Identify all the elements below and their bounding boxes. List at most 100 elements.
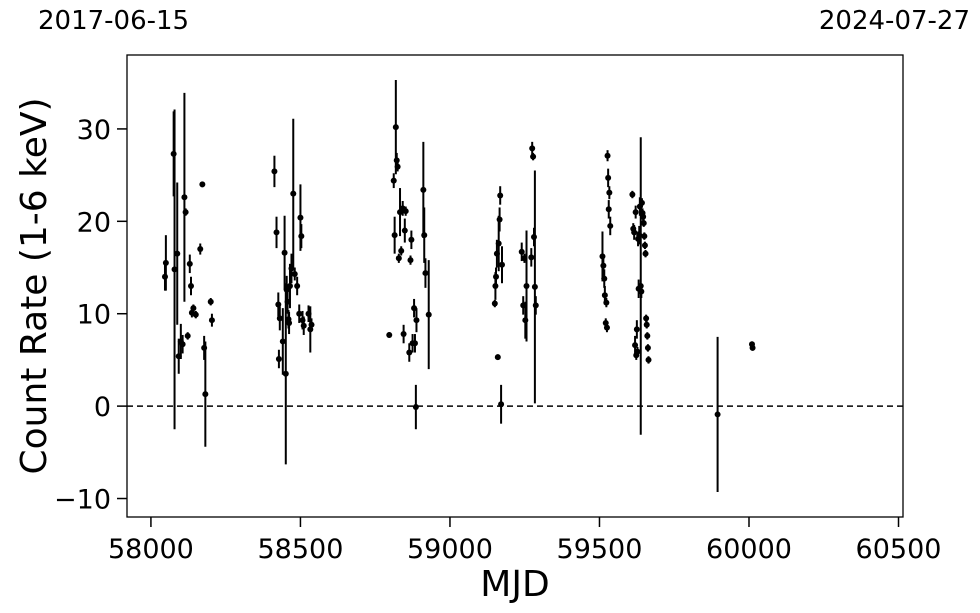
data-marker xyxy=(644,344,651,351)
y-axis: −10 0 10 20 30 xyxy=(54,115,127,516)
data-marker xyxy=(643,321,650,328)
data-point xyxy=(286,263,293,309)
y-tick-label: −10 xyxy=(54,485,111,516)
x-tick-label: 60000 xyxy=(706,534,792,565)
data-point xyxy=(629,190,636,199)
data-marker xyxy=(645,356,652,363)
data-marker xyxy=(413,317,420,324)
data-marker xyxy=(308,321,315,328)
data-marker xyxy=(411,340,418,347)
data-marker xyxy=(275,301,282,308)
data-marker xyxy=(633,326,640,333)
data-point xyxy=(192,310,199,319)
axes-frame xyxy=(126,54,904,518)
data-marker xyxy=(279,338,286,345)
data-marker xyxy=(290,190,297,197)
data-point xyxy=(391,216,398,254)
data-point xyxy=(494,354,501,361)
data-point xyxy=(425,260,432,370)
data-point xyxy=(298,224,305,249)
data-point xyxy=(395,253,402,263)
data-marker xyxy=(493,273,500,280)
data-marker xyxy=(294,283,301,289)
data-marker xyxy=(640,220,647,227)
data-marker xyxy=(422,270,429,277)
data-marker xyxy=(498,401,505,408)
data-point xyxy=(401,218,408,243)
data-point xyxy=(640,219,647,227)
data-point xyxy=(281,215,288,290)
data-marker xyxy=(192,311,199,318)
data-point xyxy=(643,314,650,323)
data-marker xyxy=(184,332,191,339)
data-marker xyxy=(528,254,535,261)
data-marker xyxy=(291,270,298,277)
data-marker xyxy=(398,247,405,254)
data-point xyxy=(394,162,401,172)
data-marker xyxy=(276,315,283,322)
data-marker xyxy=(271,168,278,175)
data-point xyxy=(182,208,189,216)
data-marker xyxy=(286,319,293,326)
y-axis-label: Count Rate (1-6 keV) xyxy=(14,97,55,474)
data-marker xyxy=(607,222,614,229)
data-point xyxy=(638,285,645,299)
data-point xyxy=(601,269,608,288)
data-point xyxy=(390,173,397,189)
plot-area xyxy=(127,79,903,493)
start-date-label: 2017-06-15 xyxy=(38,6,190,36)
data-marker xyxy=(518,248,525,255)
x-tick-label: 58500 xyxy=(257,534,343,565)
x-tick-label: 60500 xyxy=(856,534,942,565)
data-marker xyxy=(282,370,289,377)
data-marker xyxy=(275,355,282,362)
data-point xyxy=(171,109,178,430)
data-marker xyxy=(425,311,432,318)
data-point xyxy=(271,155,278,188)
data-marker xyxy=(714,411,721,418)
data-marker xyxy=(603,299,610,306)
x-tick-label: 59500 xyxy=(557,534,643,565)
data-marker xyxy=(491,300,498,307)
data-marker xyxy=(638,288,645,295)
data-marker xyxy=(199,181,206,188)
data-point xyxy=(493,267,500,286)
data-point xyxy=(386,331,393,338)
data-point xyxy=(644,344,651,352)
data-marker xyxy=(179,341,186,348)
y-tick-label: 10 xyxy=(77,300,111,331)
data-marker xyxy=(208,317,215,324)
data-marker xyxy=(182,209,189,216)
end-date-label: 2024-07-27 xyxy=(818,6,970,36)
data-marker xyxy=(386,331,393,338)
data-point xyxy=(411,334,418,353)
data-point xyxy=(190,304,197,312)
x-axis-label: MJD xyxy=(480,564,549,605)
data-point xyxy=(398,246,405,256)
data-marker xyxy=(629,191,636,198)
data-marker xyxy=(402,208,409,215)
data-marker xyxy=(186,260,193,267)
data-marker xyxy=(604,152,611,159)
data-marker xyxy=(631,229,638,236)
data-point xyxy=(300,316,307,335)
data-point xyxy=(631,225,638,240)
data-marker xyxy=(494,354,501,361)
data-marker xyxy=(401,227,408,234)
data-marker xyxy=(632,209,639,216)
data-point xyxy=(421,207,428,263)
x-axis: 58000 58500 59000 59500 60000 60500 xyxy=(108,517,941,565)
data-marker xyxy=(391,232,398,239)
data-point xyxy=(605,168,612,188)
data-marker xyxy=(640,213,647,220)
data-marker xyxy=(497,192,504,199)
data-marker xyxy=(296,310,303,317)
y-tick-label: 30 xyxy=(77,115,111,146)
data-point xyxy=(286,311,293,335)
data-point xyxy=(638,198,645,208)
data-marker xyxy=(286,283,293,289)
data-point xyxy=(291,267,298,281)
data-point xyxy=(187,276,194,296)
data-point xyxy=(531,170,538,404)
